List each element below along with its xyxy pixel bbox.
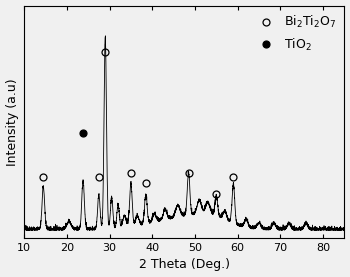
X-axis label: 2 Theta (Deg.): 2 Theta (Deg.) [139,258,230,271]
Y-axis label: Intensity (a.u): Intensity (a.u) [6,78,19,166]
Legend: $\rm Bi_2Ti_2O_7$, $\rm TiO_2$: $\rm Bi_2Ti_2O_7$, $\rm TiO_2$ [251,12,338,55]
